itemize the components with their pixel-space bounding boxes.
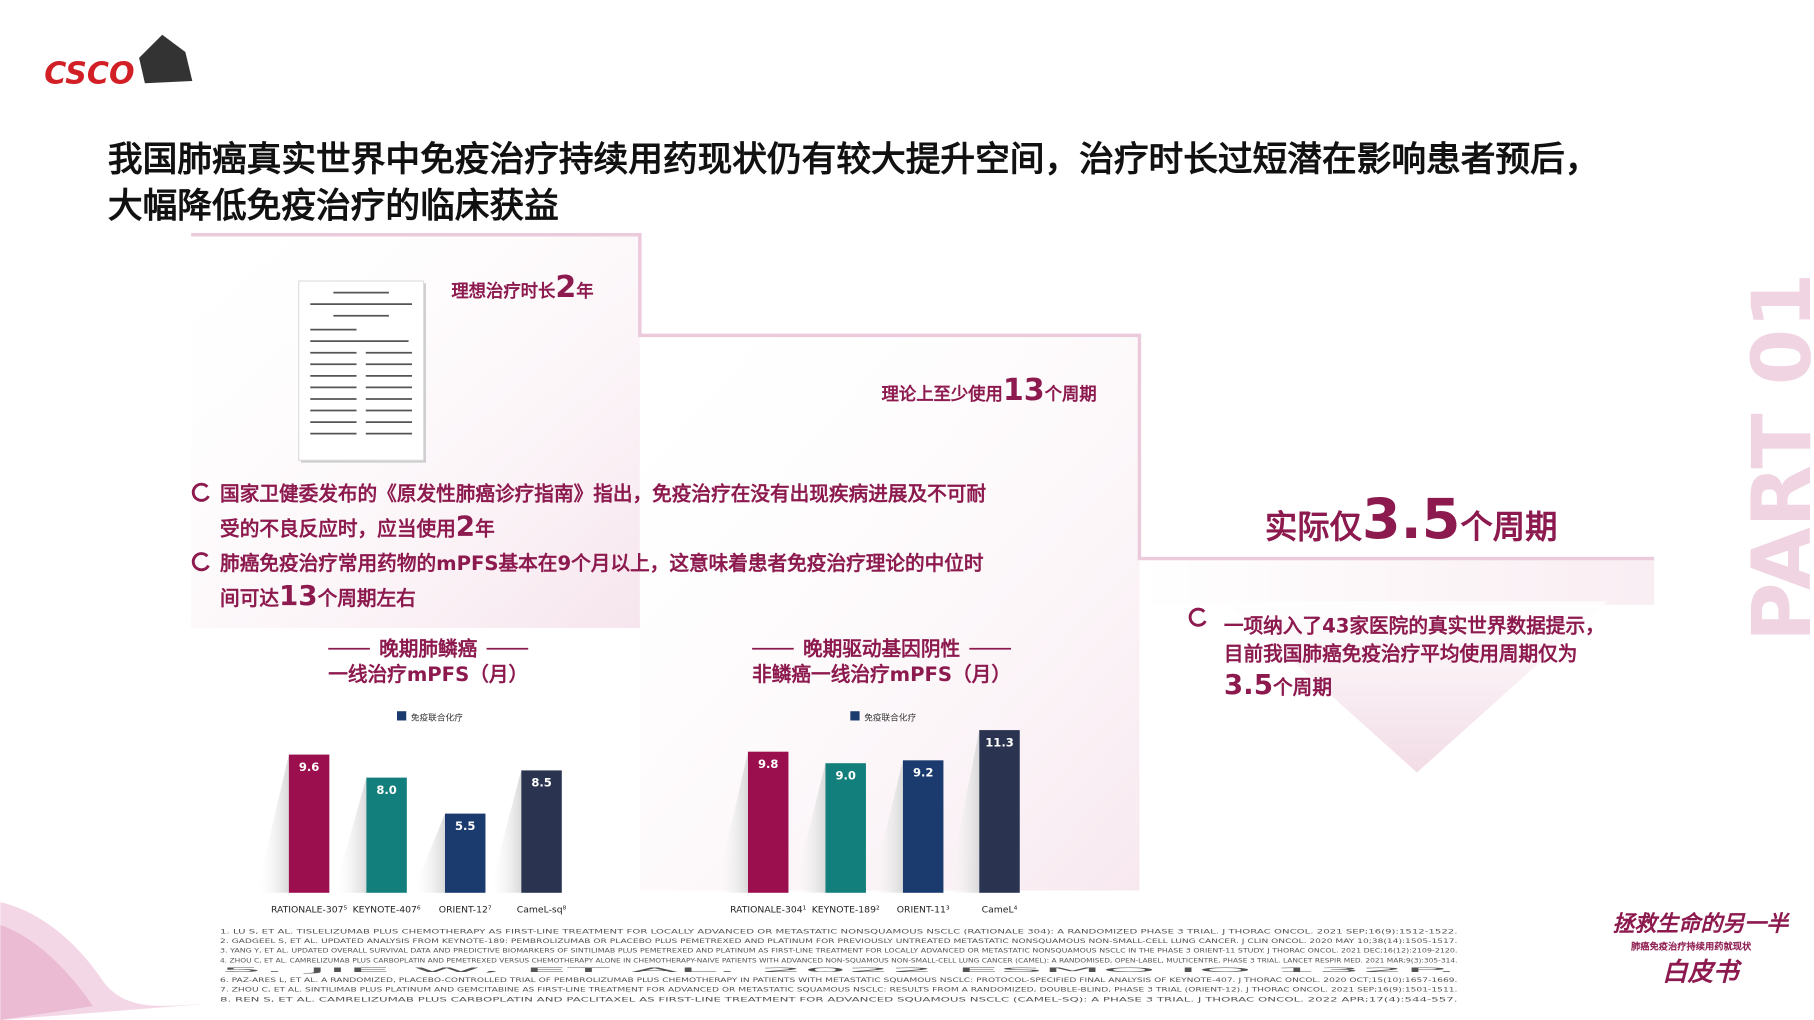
- value-label: 11.3: [985, 735, 1013, 749]
- bar: [825, 763, 866, 893]
- legend-label: 免疫联合化疗: [411, 711, 463, 723]
- callout-theory-part: 个周期: [1044, 384, 1097, 405]
- bullet-icon: [1188, 607, 1207, 627]
- bar-shadow: [870, 760, 903, 893]
- actual: 实际仅3.5个周期: [1265, 487, 1558, 552]
- reference: 6. PAZ-ARES L, ET AL. A RANDOMIZED, PLAC…: [220, 976, 1457, 984]
- callout-theory-part: 13: [1003, 373, 1045, 408]
- value-label: 9.0: [835, 768, 855, 782]
- bar: [902, 760, 944, 893]
- reference: 2. GADGEEL S, ET AL. UPDATED ANALYSIS FR…: [220, 937, 1457, 945]
- legend-swatch: [397, 711, 407, 721]
- callout-theory: 理论上至少使用13个周期: [882, 373, 1097, 408]
- title: 我国肺癌真实世界中免疫治疗持续用药现状仍有较大提升空间，治疗时长过短潜在影响患者…: [108, 140, 1600, 180]
- reference: 7. ZHOU C, ET AL. SINTILIMAB PLUS PLATIN…: [220, 986, 1457, 994]
- callout-ideal: 理想治疗时长2年: [451, 270, 593, 305]
- bar-shadow: [333, 777, 367, 893]
- bar-shadow: [488, 770, 522, 893]
- value-label: 8.0: [376, 783, 396, 797]
- bar: [288, 754, 330, 893]
- note-text: 3.5个周期: [1224, 668, 1332, 701]
- bar: [747, 751, 789, 893]
- x-tick-label: CameL-sq⁸: [517, 904, 567, 915]
- part-label: PART 01: [1736, 273, 1814, 642]
- badge: 白皮书: [1662, 957, 1743, 987]
- badge: 肺癌免疫治疗持续用药就现状: [1631, 940, 1752, 952]
- value-label: 5.5: [455, 819, 475, 833]
- bullet-text-part: 受的不良反应时，应当使用: [220, 517, 456, 540]
- value-label: 9.6: [299, 760, 319, 774]
- bullet-text: 间可达13个周期左右: [220, 579, 416, 612]
- bullet-text: 肺癌免疫治疗常用药物的mPFS基本在9个月以上，这意味着患者免疫治疗理论的中位时: [220, 552, 984, 575]
- reference: 5. JIE W, ET AL. 2022 ESMO IO 132P.: [220, 966, 1457, 974]
- bar: [979, 730, 1020, 893]
- bar: [521, 770, 562, 893]
- value-label: 9.2: [913, 766, 933, 780]
- actual-part: 3.5: [1362, 487, 1460, 552]
- reference: 1. LU S, ET AL. TISLELIZUMAB PLUS CHEMOT…: [220, 927, 1457, 935]
- bar: [444, 813, 486, 893]
- actual-part: 实际仅: [1265, 508, 1363, 546]
- bar-shadow: [715, 751, 748, 893]
- x-tick-label: RATIONALE-307⁵: [271, 904, 348, 915]
- bullet-text-part: 年: [475, 517, 495, 540]
- value-label: 9.8: [758, 757, 778, 771]
- actual-part: 个周期: [1460, 508, 1557, 546]
- title: 大幅降低免疫治疗的临床获益: [108, 186, 559, 226]
- bar-shadow: [946, 730, 980, 893]
- x-tick-label: CameL⁴: [982, 904, 1018, 915]
- bar-shadow: [412, 813, 445, 893]
- callout-ideal-part: 年: [576, 281, 593, 302]
- chart-title: 一线治疗mPFS（月）: [328, 663, 528, 686]
- logo: CSCO: [44, 56, 134, 91]
- callout-ideal-part: 2: [555, 270, 576, 305]
- chart-title: 非鳞癌一线治疗mPFS（月）: [752, 663, 1011, 686]
- bullet-icon: [191, 482, 210, 502]
- note-text-part: 个周期: [1272, 676, 1332, 699]
- bullet-text: 国家卫健委发布的《原发性肺癌诊疗指南》指出，免疫治疗在没有出现疾病进展及不可耐: [220, 483, 986, 506]
- reference: 3. YANG Y, ET AL. UPDATED OVERALL SURVIV…: [220, 947, 1457, 955]
- reference: 8. REN S, ET AL. CAMRELIZUMAB PLUS CARBO…: [220, 995, 1457, 1003]
- note-text: 目前我国肺癌免疫治疗平均使用周期仅为: [1224, 642, 1578, 665]
- chart-title: 晚期驱动基因阴性: [803, 638, 960, 661]
- reference: 4. ZHOU C, ET AL. CAMRELIZUMAB PLUS CARB…: [220, 956, 1457, 964]
- decor: [0, 34, 1655, 1020]
- x-tick-label: ORIENT-11³: [897, 904, 950, 915]
- callout-theory-part: 理论上至少使用: [882, 384, 1003, 405]
- bullet-text-part: 间可达: [220, 587, 279, 610]
- x-tick-label: KEYNOTE-189²: [812, 904, 880, 915]
- bullet-icon: [191, 552, 210, 572]
- legend-label: 免疫联合化疗: [864, 711, 916, 723]
- x-tick-label: RATIONALE-304¹: [730, 904, 807, 915]
- value-label: 8.5: [531, 776, 551, 790]
- x-tick-label: ORIENT-12⁷: [439, 904, 492, 915]
- bullet-text-part: 13: [279, 579, 318, 612]
- x-tick-label: KEYNOTE-407⁶: [353, 904, 421, 915]
- legend-swatch: [850, 711, 860, 721]
- note-text-part: 3.5: [1224, 668, 1273, 701]
- note-text: 一项纳入了43家医院的真实世界数据提示，: [1224, 615, 1605, 638]
- badge: 拯救生命的另一半: [1612, 911, 1790, 937]
- bar-shadow: [256, 754, 289, 893]
- callout-ideal-part: 理想治疗时长: [451, 281, 556, 302]
- chart-title: 晚期肺鳞癌: [379, 638, 478, 661]
- bar: [366, 777, 407, 893]
- bullet-text-part: 2: [456, 509, 475, 542]
- bullet-text-part: 个周期左右: [317, 587, 416, 610]
- bullet-text: 受的不良反应时，应当使用2年: [220, 509, 495, 542]
